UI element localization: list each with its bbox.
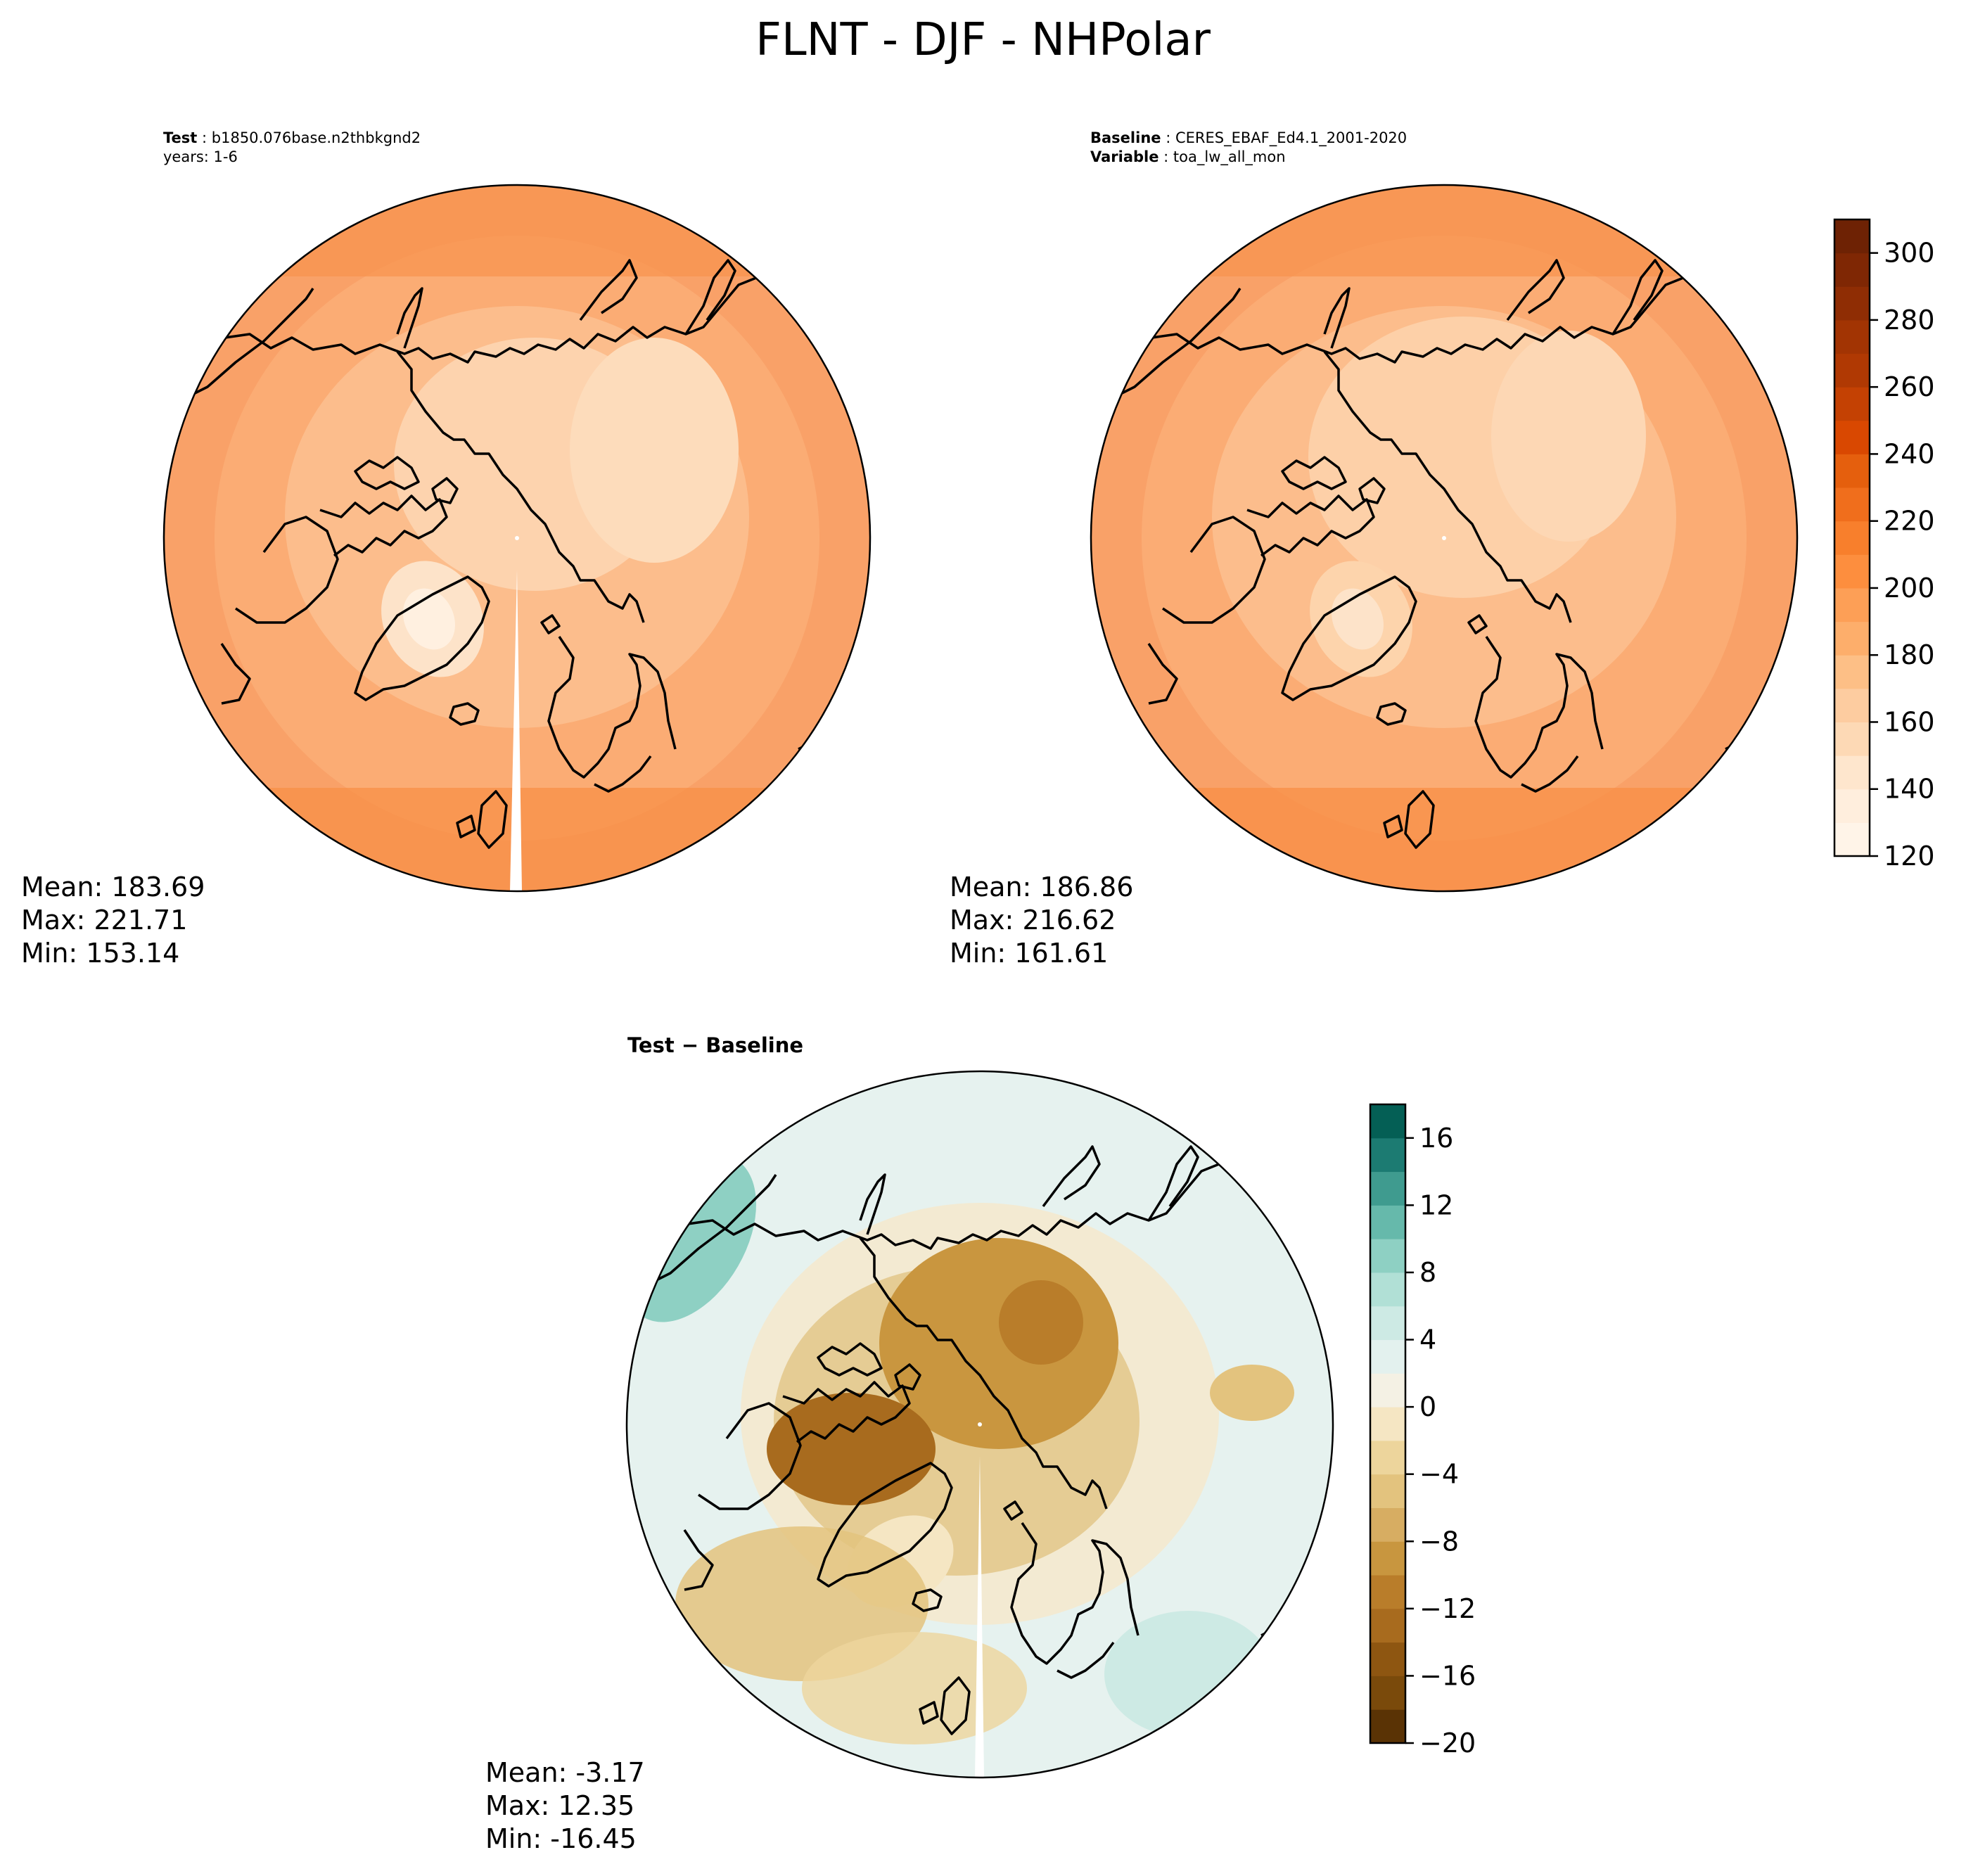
- diff-stats: Mean: -3.17 Max: 12.35 Min: -16.45: [485, 1756, 645, 1856]
- baseline-colorbar-segment: [1834, 487, 1870, 522]
- test-min: Min: 153.14: [21, 938, 180, 969]
- baseline-colorbar-segment: [1834, 655, 1870, 689]
- test-map: [164, 185, 870, 891]
- diff-colorbar-tick-label: −12: [1419, 1593, 1476, 1624]
- baseline-mean: Mean: 186.86: [950, 872, 1134, 902]
- diff-colorbar-segment: [1370, 1575, 1405, 1609]
- baseline-colorbar-segment: [1834, 789, 1870, 823]
- baseline-colorbar-segment: [1834, 253, 1870, 287]
- baseline-variable-sep: :: [1158, 148, 1173, 165]
- diff-colorbar-tick-label: 0: [1419, 1391, 1436, 1422]
- baseline-colorbar-segment: [1834, 688, 1870, 722]
- test-years: years: 1-6: [163, 148, 238, 165]
- test-stats: Mean: 183.69 Max: 221.71 Min: 153.14: [21, 871, 205, 970]
- diff-colorbar: −20 −16 −12 −8 −4 0 4 8 12 16: [1369, 1103, 1476, 1759]
- baseline-label-sep: :: [1161, 129, 1175, 146]
- baseline-map: [1091, 185, 1797, 891]
- diff-colorbar-tick-label: −16: [1419, 1660, 1476, 1691]
- baseline-colorbar-segment: [1834, 319, 1870, 355]
- baseline-map-border: [1090, 184, 1799, 893]
- test-label-sep: :: [197, 129, 212, 146]
- diff-colorbar-segment: [1370, 1407, 1405, 1441]
- diff-colorbar-segment: [1370, 1272, 1405, 1307]
- diff-colorbar-segment: [1370, 1171, 1405, 1206]
- baseline-colorbar-tick-label: 260: [1884, 371, 1935, 402]
- baseline-colorbar-tick-label: 180: [1884, 639, 1935, 670]
- test-map-border: [162, 184, 872, 893]
- baseline-colorbar-tick-label: 220: [1884, 506, 1935, 537]
- diff-colorbar-tick-label: 12: [1419, 1189, 1453, 1220]
- baseline-label-key: Baseline: [1090, 129, 1161, 146]
- diff-colorbar-segment: [1370, 1642, 1405, 1676]
- diff-colorbar-tick-label: 4: [1419, 1325, 1436, 1355]
- diff-colorbar-segment: [1370, 1104, 1405, 1139]
- diff-colorbar-segment: [1370, 1541, 1405, 1576]
- diff-map-border: [625, 1070, 1334, 1779]
- baseline-colorbar-segment: [1834, 587, 1870, 623]
- baseline-colorbar-segment: [1834, 521, 1870, 555]
- baseline-colorbar-segment: [1834, 755, 1870, 790]
- diff-title: Test − Baseline: [627, 1033, 804, 1057]
- baseline-colorbar-segment: [1834, 420, 1870, 454]
- diff-colorbar-segment: [1370, 1205, 1405, 1239]
- diff-colorbar-segment: [1370, 1676, 1405, 1710]
- diff-mean: Mean: -3.17: [485, 1757, 645, 1788]
- baseline-colorbar-tick-label: 140: [1884, 774, 1935, 805]
- baseline-colorbar-segment: [1834, 454, 1870, 488]
- baseline-min: Min: 161.61: [950, 938, 1109, 969]
- diff-colorbar-segment: [1370, 1239, 1405, 1273]
- diff-colorbar-segment: [1370, 1137, 1405, 1173]
- baseline-colorbar-segment: [1834, 219, 1870, 254]
- diff-colorbar-segment: [1370, 1474, 1405, 1508]
- diff-colorbar-frame: [1369, 1103, 1407, 1744]
- test-max: Max: 221.71: [21, 905, 188, 936]
- baseline-colorbar-tick-label: 240: [1884, 438, 1935, 469]
- diff-colorbar-tick-label: −4: [1419, 1459, 1459, 1490]
- diff-colorbar-tick-label: −20: [1419, 1728, 1476, 1759]
- test-label-key: Test: [163, 129, 198, 146]
- baseline-label-value: CERES_EBAF_Ed4.1_2001-2020: [1175, 129, 1408, 146]
- diff-colorbar-tick-label: 16: [1419, 1123, 1453, 1154]
- diff-colorbar-segment: [1370, 1373, 1405, 1408]
- baseline-colorbar-tick-label: 280: [1884, 305, 1935, 336]
- diff-colorbar-segment: [1370, 1339, 1405, 1374]
- figure-title: FLNT - DJF - NHPolar: [755, 14, 1211, 66]
- diff-colorbar-segment: [1370, 1507, 1405, 1542]
- diff-map: [627, 1071, 1333, 1778]
- baseline-colorbar-segment: [1834, 822, 1870, 857]
- diff-colorbar-segment: [1370, 1306, 1405, 1341]
- baseline-colorbar-tick-label: 300: [1884, 238, 1935, 269]
- diff-colorbar-tick-label: −8: [1419, 1526, 1459, 1557]
- baseline-colorbar-segment: [1834, 621, 1870, 656]
- baseline-colorbar-frame: [1833, 218, 1871, 857]
- baseline-colorbar-segment: [1834, 387, 1870, 421]
- baseline-variable-key: Variable: [1090, 148, 1159, 165]
- diff-colorbar-segment: [1370, 1608, 1405, 1643]
- baseline-colorbar: 120 140 160 180 200 220 240 260 280 300: [1833, 218, 1935, 872]
- baseline-colorbar-segment: [1834, 722, 1870, 756]
- baseline-colorbar-segment: [1834, 286, 1870, 321]
- baseline-colorbar-segment: [1834, 554, 1870, 589]
- baseline-label: Baseline : CERES_EBAF_Ed4.1_2001-2020 Va…: [1090, 129, 1407, 167]
- baseline-colorbar-tick-label: 200: [1884, 573, 1935, 604]
- baseline-stats: Mean: 186.86 Max: 216.62 Min: 161.61: [950, 871, 1133, 970]
- baseline-colorbar-tick-label: 120: [1884, 841, 1935, 872]
- baseline-colorbar-tick-label: 160: [1884, 706, 1935, 737]
- diff-colorbar-segment: [1370, 1440, 1405, 1475]
- diff-max: Max: 12.35: [485, 1790, 635, 1821]
- diff-colorbar-tick-label: 8: [1419, 1257, 1436, 1288]
- baseline-colorbar-segment: [1834, 353, 1870, 388]
- diff-min: Min: -16.45: [485, 1823, 637, 1854]
- test-label: Test : b1850.076base.n2thbkgnd2 years: 1…: [163, 129, 421, 167]
- baseline-variable-value: toa_lw_all_mon: [1173, 148, 1286, 165]
- diff-colorbar-segment: [1370, 1709, 1405, 1744]
- test-label-value: b1850.076base.n2thbkgnd2: [211, 129, 421, 146]
- baseline-max: Max: 216.62: [950, 905, 1116, 936]
- test-mean: Mean: 183.69: [21, 872, 205, 902]
